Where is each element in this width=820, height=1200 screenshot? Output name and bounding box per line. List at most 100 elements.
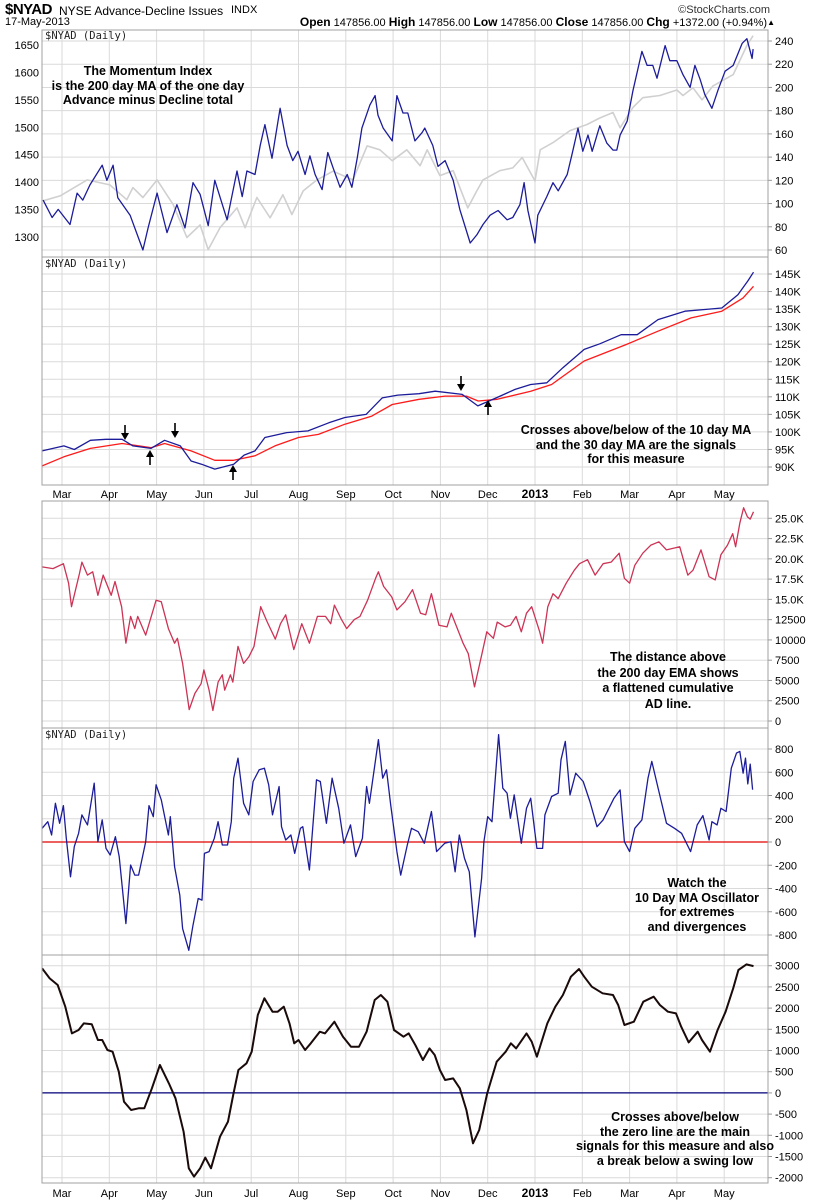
copyright[interactable]: ©StockCharts.com (678, 4, 770, 16)
series-line-2 (42, 38, 754, 251)
y-tick-label: 80 (775, 222, 787, 234)
x-tick-label: Mar (620, 489, 639, 501)
y-tick-label: 125K (775, 339, 801, 351)
high-label: High (388, 15, 416, 29)
annotation-line: the 200 day EMA shows (597, 665, 739, 680)
annotation-zero-line: Crosses above/below the zero line are th… (576, 1110, 774, 1168)
x-tick-label: Mar (620, 1188, 639, 1200)
y-tick-label-left: 1500 (15, 122, 39, 134)
x-tick-label: Apr (101, 1188, 118, 1200)
arrow-up-icon (146, 450, 154, 465)
y-tick-label: 7500 (775, 655, 799, 667)
x-tick-label: Apr (668, 489, 685, 501)
y-tick-label: 1500 (775, 1024, 799, 1036)
annotation-line: 10 Day MA Oscillator (635, 890, 759, 905)
y-tick-label: -400 (775, 884, 797, 896)
arrow-up-icon (229, 465, 237, 480)
y-tick-label: 0 (775, 1088, 781, 1100)
x-axis: Mar Apr May Jun Jul Aug Sep Oct Nov Dec 2013 Feb Mar… (53, 487, 736, 501)
x-tick-label: Nov (431, 1188, 451, 1200)
x-tick-label: Mar (53, 489, 72, 501)
y-tick-label: 400 (775, 791, 793, 803)
x-axis: Mar Apr May Jun Jul Aug Sep Oct Nov Dec 2013 Feb Mar… (53, 1186, 736, 1200)
y-tick-label: -2000 (775, 1173, 803, 1185)
y-tick-label: 105K (775, 409, 801, 421)
annotation-line: Crosses above/below of the 10 day MA (520, 423, 752, 437)
exchange: INDX (231, 4, 258, 16)
y-tick-label: -500 (775, 1109, 797, 1121)
annotation-line: The distance above (609, 650, 726, 664)
y-tick-label: 135K (775, 304, 801, 316)
y-tick-label: 120 (775, 175, 793, 187)
security-name: NYSE Advance-Decline Issues (59, 4, 224, 18)
annotation-line: The Momentum Index (83, 64, 213, 78)
y-tick-label: 600 (775, 767, 793, 779)
symbol: $NYAD (5, 1, 52, 18)
y-tick-label-left: 1350 (15, 205, 39, 217)
panel-title: $NYAD (Daily) (45, 30, 128, 42)
y-tick-label: 2000 (775, 1003, 799, 1015)
quote-date: 17-May-2013 (5, 16, 70, 28)
x-tick-label: Mar (53, 1188, 72, 1200)
y-tick-label-left: 1650 (15, 40, 39, 52)
arrow-head (121, 433, 129, 440)
triangle-up-icon: ▲ (767, 18, 775, 27)
arrow-head (457, 384, 465, 391)
y-tick-label: 200 (775, 82, 793, 94)
x-tick-label: Apr (101, 489, 118, 501)
annotation-line: the zero line are the main (599, 1124, 751, 1139)
chg-label: Chg (646, 15, 670, 29)
arrow-up-icon (484, 400, 492, 415)
y-tick-label: 95K (775, 444, 795, 456)
panel-4: -800 -600 -400 -200 0 200 400 600 800 (41, 727, 797, 956)
y-tick-label: 20.0K (775, 554, 804, 566)
y-tick-label: -1500 (775, 1152, 803, 1164)
x-tick-label: May (714, 1188, 735, 1200)
y-tick-label: 180 (775, 106, 793, 118)
y-tick-label: 240 (775, 36, 793, 48)
y-tick-label: 0 (775, 837, 781, 849)
annotation-line: a break below a swing low (596, 1153, 754, 1168)
x-tick-label: Sep (336, 1188, 356, 1200)
close-value: 147856.00 (591, 17, 644, 29)
y-tick-label: -600 (775, 907, 797, 919)
arrow-down-icon (121, 425, 129, 440)
x-tick-label: Aug (289, 1188, 309, 1200)
annotation-line: and divergences (647, 919, 747, 934)
x-tick-label: May (714, 489, 735, 501)
x-tick-label: Aug (289, 489, 309, 501)
y-tick-label-left: 1450 (15, 150, 39, 162)
y-tick-label: 100 (775, 199, 793, 211)
y-tick-label: 110K (775, 392, 801, 404)
annotation-line: for extremes (659, 905, 735, 920)
y-tick-label: 22.5K (775, 534, 804, 546)
arrow-down-icon (457, 376, 465, 391)
close-label: Close (555, 15, 589, 29)
annotation-line: for this measure (587, 452, 685, 467)
series-line-1 (42, 35, 754, 251)
y-tick-label: 10000 (775, 635, 806, 647)
arrow-head (146, 450, 154, 457)
series-line-1 (42, 734, 754, 951)
open-label: Open (299, 15, 331, 29)
x-tick-label: 2013 (522, 1186, 549, 1200)
x-tick-label: Jun (195, 489, 213, 501)
panel-2: 90K 95K 100K 105K 110K 115K 120K 125K 130K 135K 14… (41, 256, 801, 486)
y-tick-label: -200 (775, 860, 797, 872)
low-value: 147856.00 (500, 17, 553, 29)
x-tick-label: Sep (336, 489, 356, 501)
panel-title: $NYAD (Daily) (45, 729, 128, 741)
x-tick-label: Feb (573, 489, 592, 501)
x-tick-label: Jul (244, 489, 258, 501)
x-tick-label: Feb (573, 1188, 592, 1200)
y-tick-label: 500 (775, 1067, 793, 1079)
annotation-momentum-index: The Momentum Index is the 200 day MA of … (52, 64, 245, 108)
panel-5: -2000 -1500 -1000 -500 0 500 1000 1500 2000 2500 3… (41, 954, 803, 1185)
panel-1: 60 80 100 120 140 160 180 200 220 240 1300 1350 1400… (15, 29, 793, 258)
series-line-1 (42, 285, 754, 467)
arrow-down-icon (171, 423, 179, 438)
y-tick-label: 60 (775, 245, 787, 257)
x-tick-label: Apr (668, 1188, 685, 1200)
y-tick-label: 5000 (775, 675, 799, 687)
y-tick-label-left: 1550 (15, 95, 39, 107)
